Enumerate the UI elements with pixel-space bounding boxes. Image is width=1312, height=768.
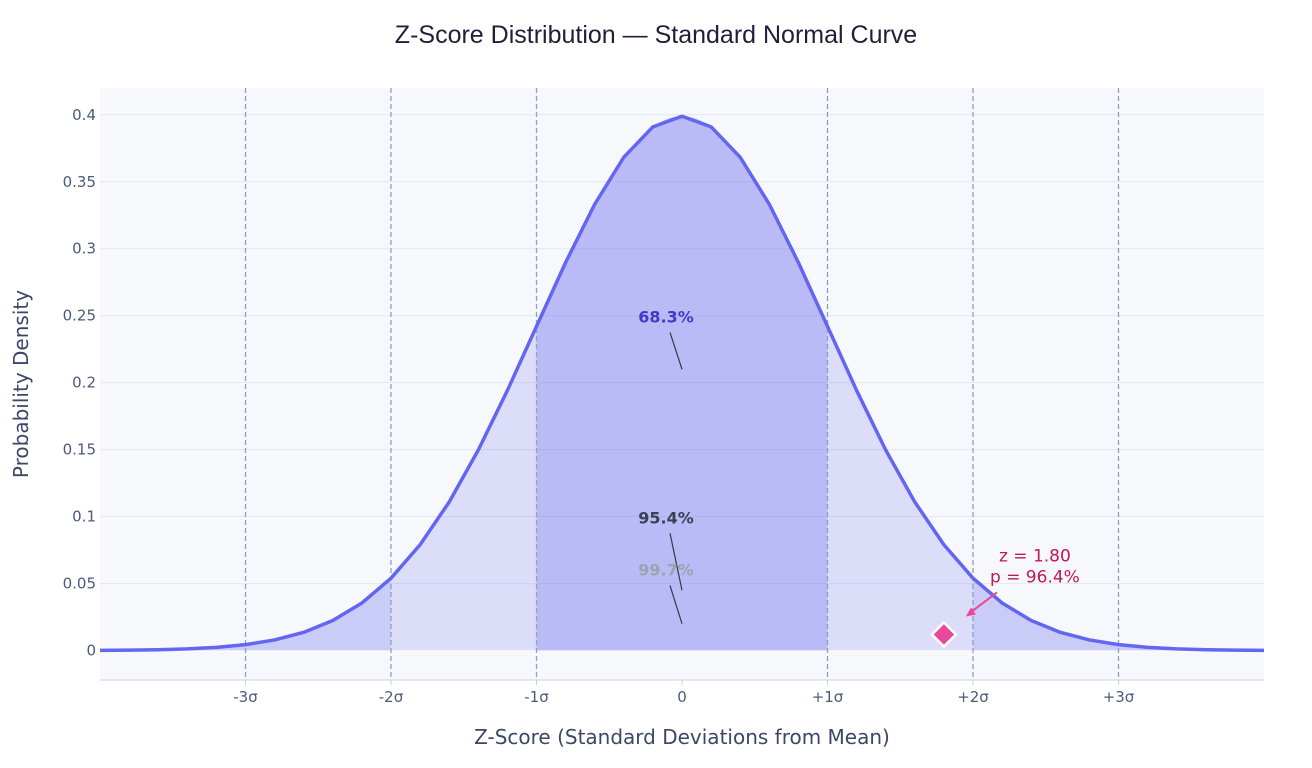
y-tick-label: 0.1 xyxy=(72,508,96,526)
normal-curve-line xyxy=(99,114,1265,653)
y-axis-title: Probability Density xyxy=(9,290,33,478)
coverage-label-683: 68.3% xyxy=(638,307,694,326)
sigma-band-1-area xyxy=(536,116,828,651)
z-score-marker xyxy=(930,620,958,649)
y-tick-label: 0.4 xyxy=(72,106,96,124)
y-tick-label: 0.2 xyxy=(72,374,96,392)
z-score-label-line: z = 1.80 xyxy=(999,546,1071,566)
x-tick-label: +3σ xyxy=(1103,688,1135,706)
y-tick-label: 0.35 xyxy=(63,173,96,191)
z-score-label-line: p = 96.4% xyxy=(990,567,1080,587)
plot-background xyxy=(100,88,1264,680)
x-tick-label: +1σ xyxy=(812,688,844,706)
x-tick-label: -3σ xyxy=(233,688,258,706)
left-tail-area xyxy=(100,578,391,651)
y-tick-label: 0.15 xyxy=(63,441,96,459)
curve-layer xyxy=(99,114,1265,653)
x-axis-title: Z-Score (Standard Deviations from Mean) xyxy=(474,725,890,749)
coverage-label-954: 95.4% xyxy=(638,508,694,527)
y-tick-label: 0.25 xyxy=(63,307,96,325)
coverage-arrow xyxy=(669,533,683,591)
x-tick-label: 0 xyxy=(677,688,687,706)
chart-title: Z-Score Distribution — Standard Normal C… xyxy=(395,21,917,49)
right-tail-area xyxy=(973,578,1264,651)
x-tick-label: -2σ xyxy=(379,688,404,706)
y-tick-label: 0.3 xyxy=(72,240,96,258)
x-tick-label: -1σ xyxy=(524,688,549,706)
x-tick-label: +2σ xyxy=(957,688,989,706)
z-score-arrowhead xyxy=(965,607,976,617)
coverage-arrow xyxy=(669,332,683,370)
coverage-label-997: 99.7% xyxy=(638,561,694,580)
sigma-lines-layer xyxy=(244,88,1120,680)
coverage-arrow xyxy=(669,585,683,624)
annotation-layer: 68.3% 95.4% 99.7% z = 1.80p = 96.4% xyxy=(638,307,1080,649)
y-tick-label: 0.05 xyxy=(63,575,96,593)
axis-layer: 0 0.05 0.1 0.15 0.2 0.25 0.3 0.35 0.4 -3σ -2σ -1σ 0 +… xyxy=(63,106,1264,706)
grid-layer xyxy=(100,114,1264,652)
y-tick-label: 0 xyxy=(86,642,96,660)
